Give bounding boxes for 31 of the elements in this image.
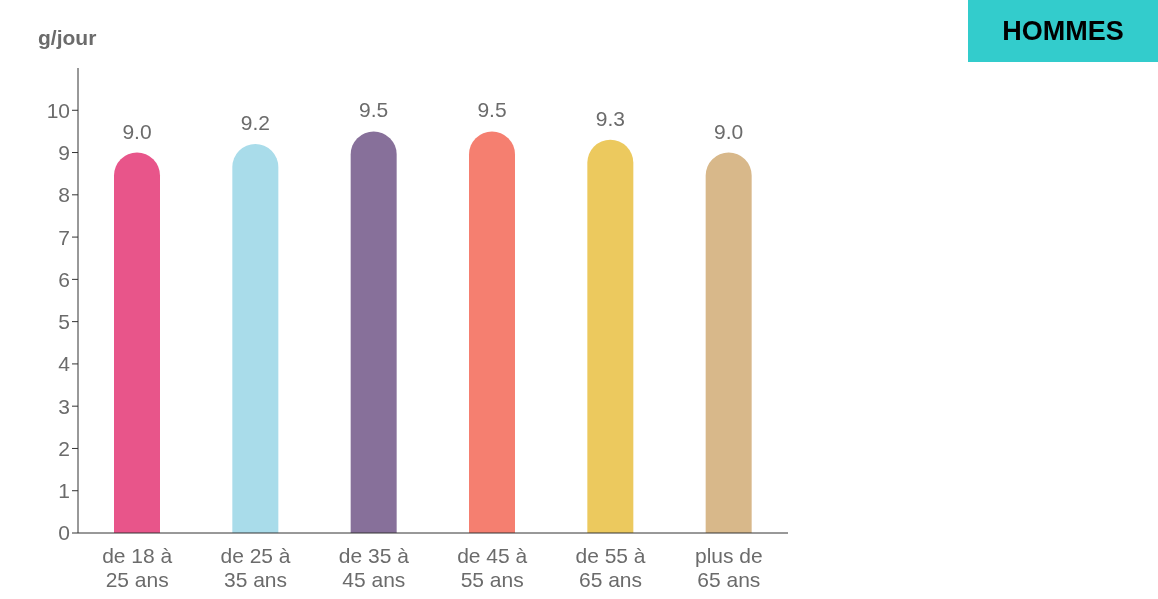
y-tick-label: 10 — [46, 98, 70, 122]
bar — [114, 152, 160, 533]
y-tick-label: 4 — [58, 352, 71, 376]
x-tick-label: de 45 à 55 ans — [457, 544, 528, 591]
y-axis-title: g/jour — [38, 26, 97, 50]
y-tick-label: 6 — [58, 267, 70, 291]
text: HOMMES — [968, 0, 1158, 62]
x-tick-label: plus de 65 ans — [694, 544, 763, 591]
y-tick-label: 2 — [58, 436, 70, 460]
data-label: 9.0 — [714, 119, 744, 143]
y-tick-label: 3 — [58, 394, 70, 418]
bar — [350, 131, 397, 533]
data-label: 9.2 — [240, 111, 270, 135]
data-label: 9.5 — [477, 98, 507, 122]
x-tick-label: de 35 à 45 ans — [338, 544, 410, 591]
bar — [469, 131, 515, 533]
data-label: 9.0 — [122, 119, 152, 143]
y-tick-label: 9 — [58, 141, 70, 164]
x-tick-label: de 18 à 25 ans — [102, 544, 173, 591]
y-tick-label: 7 — [58, 225, 70, 249]
bar — [232, 144, 279, 533]
y-tick-label: 5 — [58, 310, 70, 334]
data-label: 9.3 — [595, 106, 625, 130]
y-tick-label: 0 — [58, 521, 70, 545]
data-label: 9.5 — [359, 98, 389, 122]
bar — [587, 139, 634, 533]
bar — [705, 152, 752, 533]
y-tick-label: 8 — [58, 183, 70, 207]
x-tick-label: de 55 à 65 ans — [575, 544, 646, 591]
y-tick-label: 1 — [58, 479, 70, 503]
x-tick-label: de 25 à 35 ans — [220, 544, 291, 591]
